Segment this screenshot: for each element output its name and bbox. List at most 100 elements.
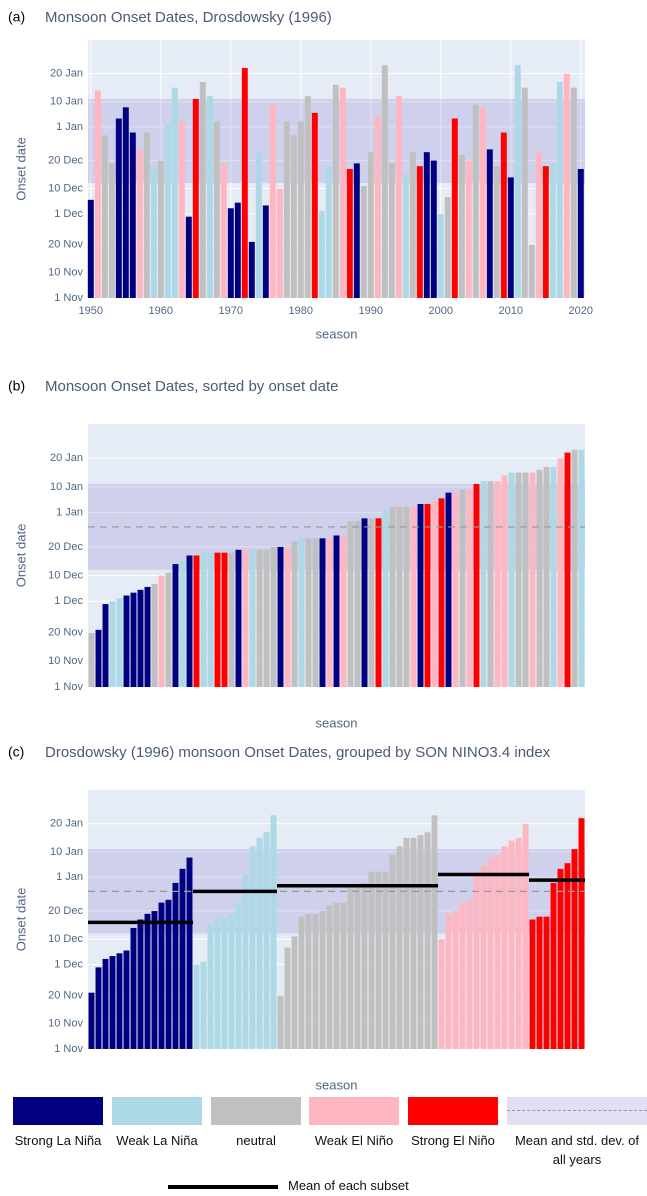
bar — [150, 166, 157, 298]
bar — [263, 832, 270, 1049]
bar — [207, 552, 214, 687]
bar — [325, 166, 332, 298]
legend-label: Weak El Niño — [314, 1133, 394, 1148]
bar — [507, 177, 514, 298]
bar — [255, 152, 262, 298]
bar — [137, 919, 144, 1049]
x-tick-label: 1990 — [359, 305, 383, 317]
bar — [290, 135, 297, 298]
bar — [402, 174, 409, 298]
x-tick-label: 1950 — [79, 305, 103, 317]
bar — [158, 575, 165, 687]
bar — [466, 899, 473, 1049]
bar — [500, 132, 507, 298]
bar — [220, 163, 227, 298]
bar — [438, 498, 445, 687]
x-tick-label: 1970 — [219, 305, 243, 317]
y-tick-label: 1 Jan — [56, 871, 83, 883]
bar — [227, 208, 234, 298]
bar — [515, 837, 522, 1049]
bar — [305, 538, 312, 687]
bar — [388, 163, 395, 298]
bar — [298, 538, 305, 687]
bar — [129, 132, 136, 298]
bar — [235, 549, 242, 687]
bar — [171, 87, 178, 298]
bar — [269, 104, 276, 298]
bar — [319, 911, 326, 1049]
bar — [528, 244, 535, 298]
legend-swatch — [112, 1097, 202, 1125]
bar — [493, 166, 500, 298]
bar — [486, 149, 493, 298]
bar — [473, 871, 480, 1049]
bar — [311, 112, 318, 298]
panel-label: (c) — [8, 744, 24, 760]
bar — [368, 871, 375, 1049]
bar — [472, 104, 479, 298]
bar — [291, 541, 298, 687]
x-axis-title: season — [316, 715, 358, 730]
bar — [199, 82, 206, 298]
bar — [522, 472, 529, 687]
legend-label: Strong La Niña — [14, 1133, 102, 1148]
legend-swatch — [309, 1097, 399, 1125]
y-axis-title: Onset date — [13, 888, 28, 952]
bar — [249, 549, 256, 687]
y-tick-label: 10 Jan — [50, 481, 83, 493]
bar — [417, 835, 424, 1049]
charts: (a) Monsoon Onset Dates, Drosdowsky (1996… — [8, 9, 593, 1090]
y-tick-label: 1 Jan — [56, 121, 83, 133]
bar — [501, 846, 508, 1049]
bar — [270, 815, 277, 1049]
x-tick-label: 2000 — [429, 305, 453, 317]
bar — [172, 564, 179, 687]
bar — [374, 115, 381, 298]
bar — [297, 121, 304, 299]
bar — [494, 854, 501, 1049]
bar — [234, 202, 241, 298]
bar — [515, 472, 522, 687]
bar — [130, 592, 137, 687]
y-tick-label: 10 Jan — [50, 846, 83, 858]
bar — [263, 549, 270, 687]
bar — [102, 604, 109, 687]
bar — [354, 885, 361, 1049]
bar — [536, 916, 543, 1049]
bar — [563, 73, 570, 298]
bar — [144, 586, 151, 687]
bar — [319, 538, 326, 687]
bar — [564, 452, 571, 687]
bar — [144, 913, 151, 1049]
bar — [417, 504, 424, 687]
legend-label: neutral — [236, 1133, 276, 1148]
bar — [151, 911, 158, 1049]
y-tick-label: 20 Dec — [48, 154, 83, 166]
legend-swatch — [211, 1097, 301, 1125]
bar — [487, 481, 494, 687]
bar — [557, 868, 564, 1049]
legend-swatch — [408, 1097, 498, 1125]
bar — [556, 82, 563, 298]
bar — [473, 484, 480, 687]
y-tick-label: 10 Dec — [48, 569, 83, 581]
bar — [284, 546, 291, 687]
y-tick-label: 10 Dec — [48, 183, 83, 195]
y-tick-label: 20 Nov — [48, 627, 83, 639]
bar — [214, 552, 221, 687]
bar — [529, 472, 536, 687]
bar — [94, 90, 101, 298]
legend-swatch — [13, 1097, 103, 1125]
bar — [571, 449, 578, 687]
bar — [270, 546, 277, 687]
bar — [375, 871, 382, 1049]
bar — [87, 199, 94, 298]
bar — [88, 632, 95, 687]
bar — [361, 882, 368, 1049]
bar — [276, 188, 283, 298]
bar — [291, 936, 298, 1049]
bar — [536, 469, 543, 687]
bar — [326, 538, 333, 687]
bar — [381, 65, 388, 298]
bar — [542, 166, 549, 298]
